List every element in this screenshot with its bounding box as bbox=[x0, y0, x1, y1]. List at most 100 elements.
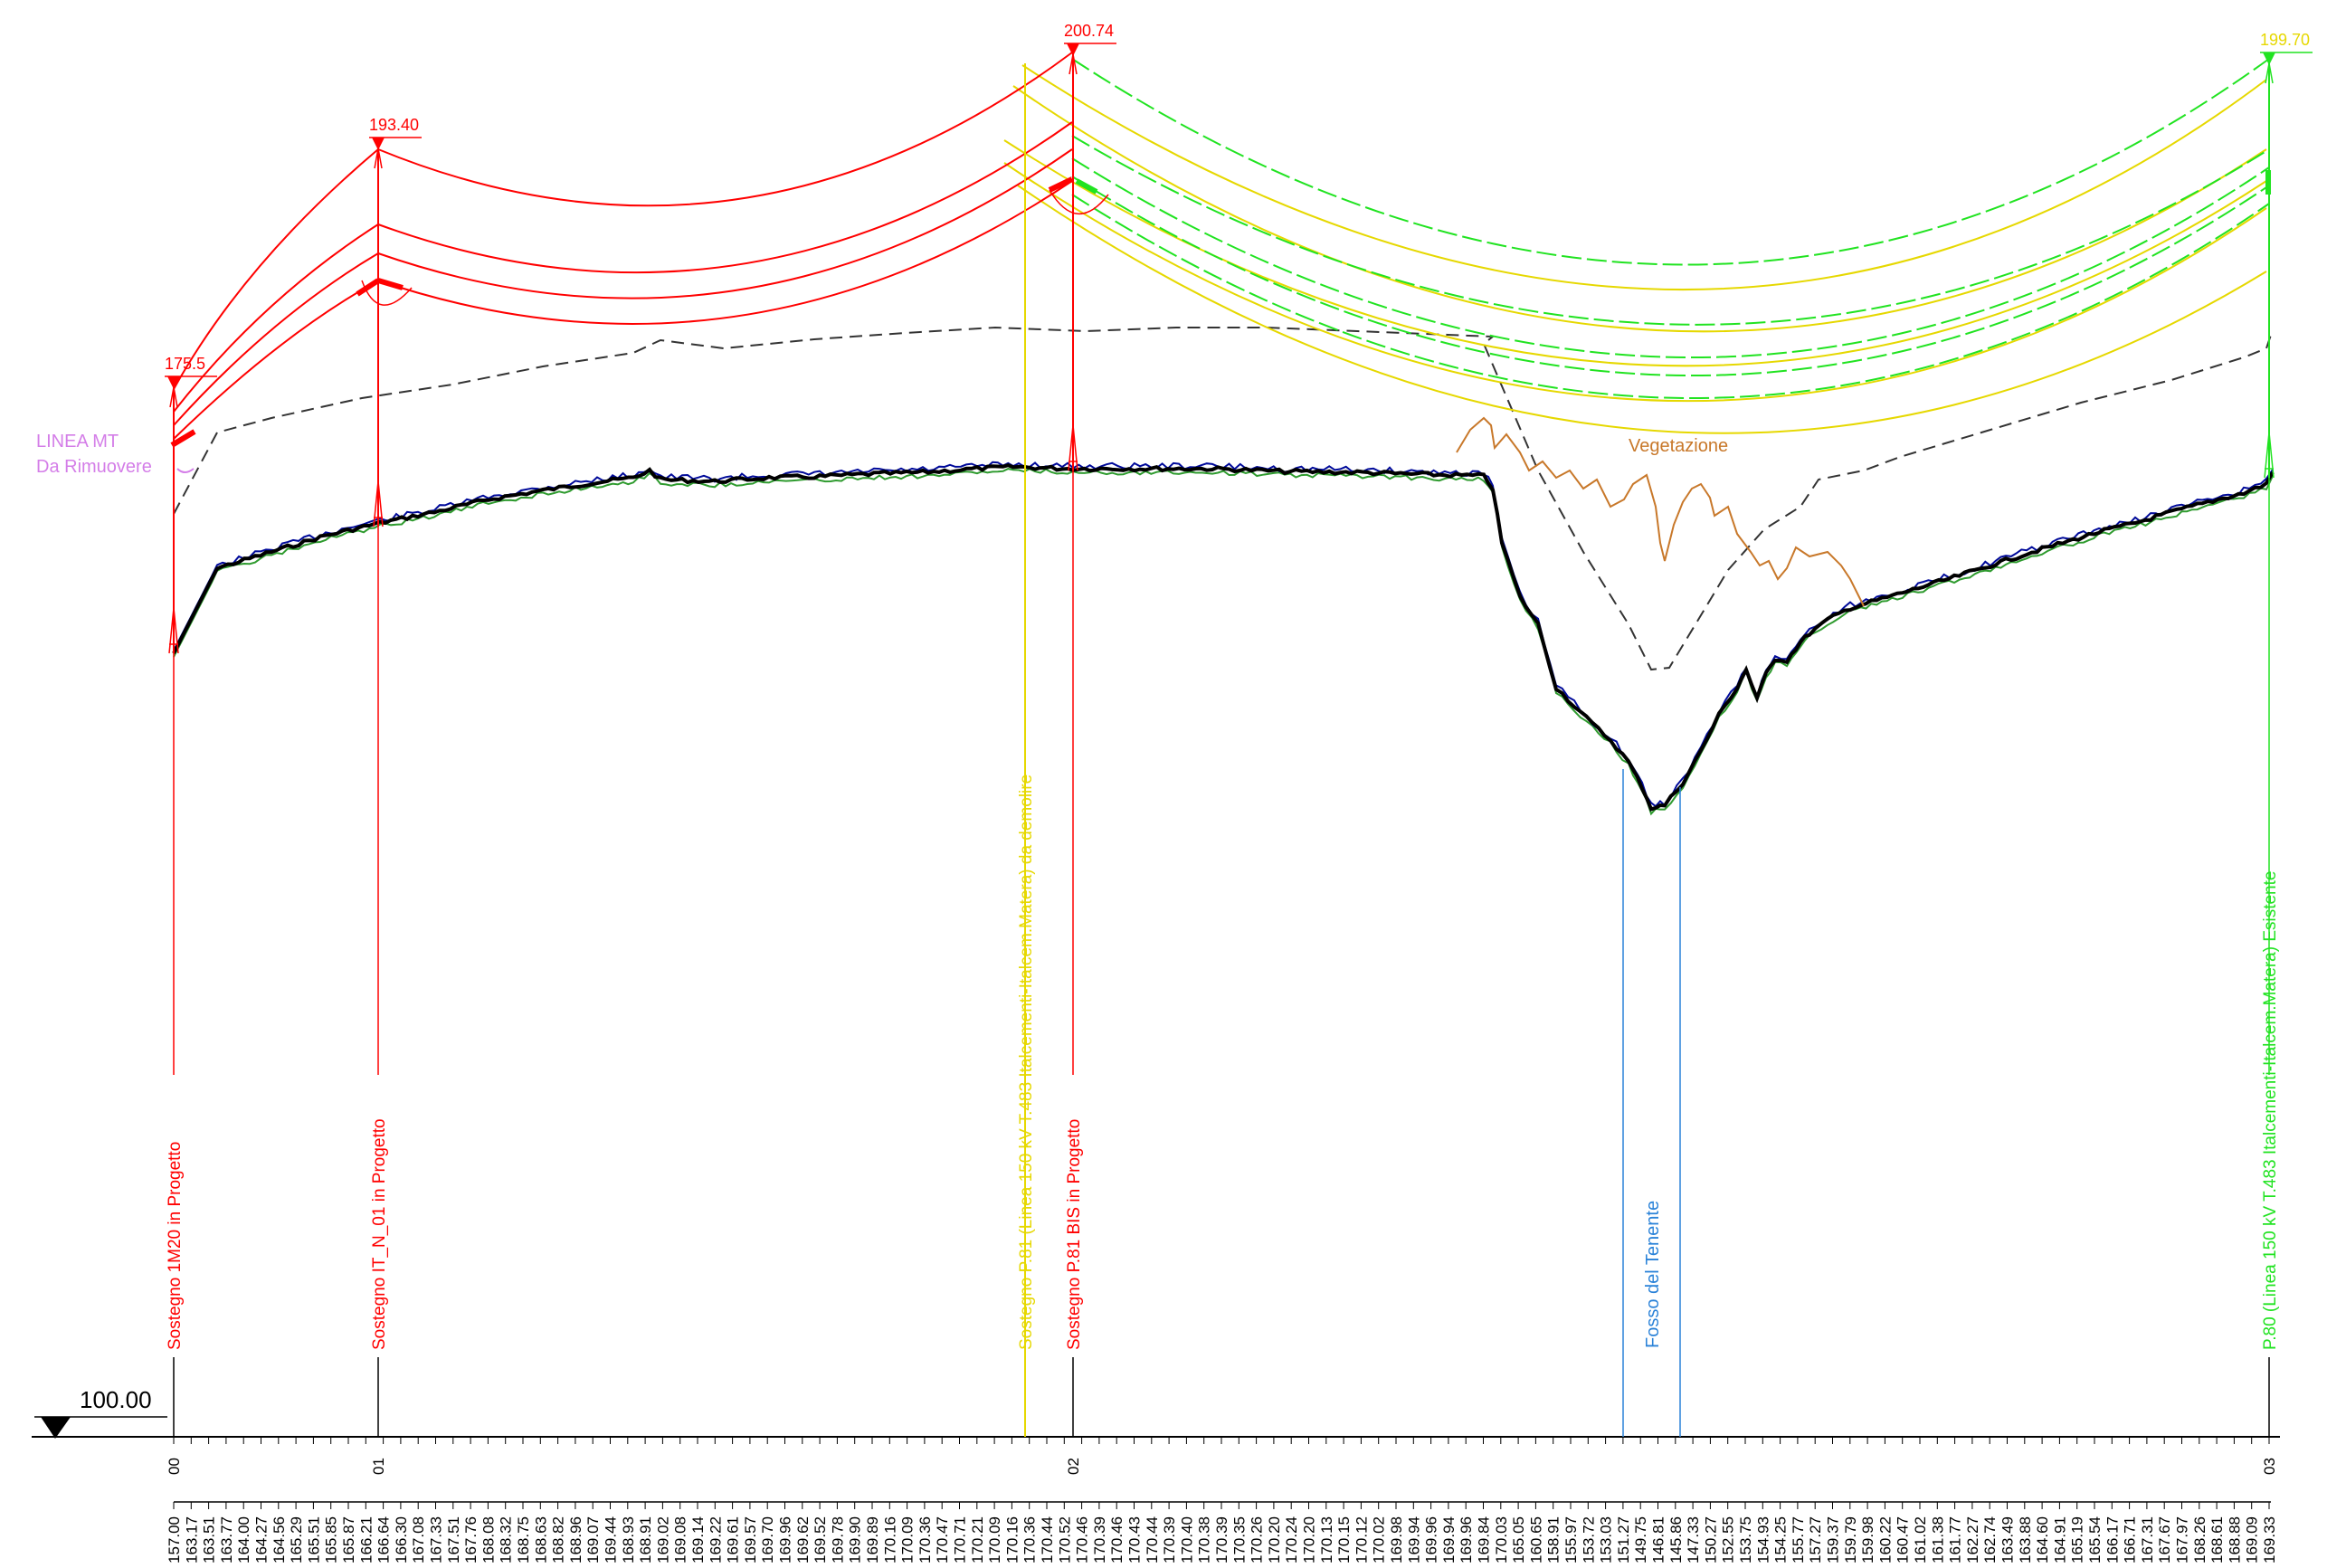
elevation-label: 164.27 bbox=[253, 1516, 271, 1563]
elevation-label: 166.17 bbox=[2104, 1516, 2121, 1563]
triangle-down-icon bbox=[41, 1417, 71, 1439]
elevation-label: 168.96 bbox=[567, 1516, 584, 1563]
tower-id-label: 01 bbox=[370, 1458, 387, 1475]
linea-mt-sublabel: Da Rimuovere bbox=[36, 457, 152, 477]
red-conductors bbox=[173, 52, 1073, 440]
elevation-label: 170.15 bbox=[1335, 1516, 1353, 1563]
elevation-label: 169.78 bbox=[829, 1516, 846, 1563]
elevation-label: 170.16 bbox=[881, 1516, 898, 1563]
elevation-label: 162.74 bbox=[1981, 1516, 1999, 1563]
elevation-label: 169.96 bbox=[1423, 1516, 1440, 1563]
tower-height-label: 200.74 bbox=[1064, 22, 1114, 40]
tower-legs bbox=[2264, 432, 2275, 479]
elevation-label: 170.36 bbox=[1021, 1516, 1039, 1563]
elevation-label: 170.39 bbox=[1213, 1516, 1230, 1563]
elevation-label: 169.52 bbox=[812, 1516, 829, 1563]
elevation-label: 163.17 bbox=[183, 1516, 200, 1563]
elevation-label: 161.38 bbox=[1929, 1516, 1946, 1563]
elevation-axis: 157.00 163.17 163.51 163.77 164.00 164.27 164.… bbox=[166, 1437, 2278, 1563]
green-conductors bbox=[1071, 58, 2270, 399]
elevation-label: 170.44 bbox=[1039, 1516, 1056, 1563]
elevation-label: 170.52 bbox=[1056, 1516, 1073, 1563]
tower-name-label: Sostegno P.81 BIS in Progetto bbox=[1065, 1119, 1084, 1350]
elevation-label: 169.94 bbox=[1440, 1516, 1458, 1563]
tower-height-label: 199.70 bbox=[2260, 31, 2310, 49]
triangle-down-icon bbox=[1067, 43, 1079, 56]
elevation-label: 157.00 bbox=[166, 1516, 183, 1563]
elevation-label: 155.97 bbox=[1562, 1516, 1580, 1563]
elevation-label: 170.09 bbox=[986, 1516, 1003, 1563]
elevation-label: 147.33 bbox=[1685, 1516, 1702, 1563]
linea-mt-mark bbox=[176, 468, 195, 473]
elevation-label: 169.07 bbox=[584, 1516, 602, 1563]
elevation-label: 168.63 bbox=[532, 1516, 549, 1563]
elevation-label: 150.27 bbox=[1702, 1516, 1719, 1563]
elevation-label: 168.91 bbox=[637, 1516, 654, 1563]
elevation-label: 161.77 bbox=[1947, 1516, 1964, 1563]
tower-legs bbox=[1068, 424, 1078, 471]
elevation-label: 169.09 bbox=[2244, 1516, 2261, 1563]
elevation-label: 160.65 bbox=[1527, 1516, 1544, 1563]
elevation-label: 170.35 bbox=[1230, 1516, 1248, 1563]
elevation-label: 169.57 bbox=[742, 1516, 759, 1563]
elevation-label: 170.39 bbox=[1091, 1516, 1108, 1563]
red-insulator-marks bbox=[170, 176, 1074, 448]
demolish-tower: Sostegno P.81 (Linea 150 kV T.483 Italce… bbox=[1017, 63, 1036, 1437]
elevation-label: 168.61 bbox=[2208, 1516, 2226, 1563]
towers: 175.5 Sostegno 1M20 in Progetto 00 193.40 So… bbox=[165, 22, 2313, 1475]
elevation-label: 169.96 bbox=[1458, 1516, 1475, 1563]
elevation-label: 155.77 bbox=[1790, 1516, 1807, 1563]
tower-id-label: 03 bbox=[2261, 1458, 2278, 1475]
elevation-label: 167.97 bbox=[2174, 1516, 2191, 1563]
elevation-label: 167.33 bbox=[428, 1516, 445, 1563]
elevation-label: 163.51 bbox=[201, 1516, 218, 1563]
elevation-label: 167.67 bbox=[2156, 1516, 2173, 1563]
tower-height-label: 193.40 bbox=[369, 116, 419, 134]
linea-mt: LINEA MT Da Rimuovere bbox=[36, 432, 195, 477]
triangle-down-icon bbox=[167, 376, 180, 389]
elevation-label: 170.44 bbox=[1144, 1516, 1161, 1563]
elevation-label: 170.36 bbox=[917, 1516, 934, 1563]
yellow-conductors bbox=[1003, 64, 2267, 434]
elevation-label: 170.16 bbox=[1003, 1516, 1021, 1563]
tower-name-label: Sostegno IT_N_01 in Progetto bbox=[370, 1118, 389, 1350]
tower-00: 175.5 Sostegno 1M20 in Progetto 00 bbox=[165, 355, 217, 1475]
elevation-label: 165.05 bbox=[1510, 1516, 1527, 1563]
watercourse: Fosso del Tenente bbox=[1622, 769, 1681, 1437]
elevation-label: 166.21 bbox=[357, 1516, 375, 1563]
elevation-label: 157.27 bbox=[1807, 1516, 1824, 1563]
elevation-label: 170.12 bbox=[1353, 1516, 1370, 1563]
demolish-tower-label: Sostegno P.81 (Linea 150 kV T.483 Italce… bbox=[1017, 774, 1036, 1350]
elevation-label: 161.02 bbox=[1912, 1516, 1929, 1563]
elevation-label: 164.56 bbox=[271, 1516, 288, 1563]
elevation-label: 151.27 bbox=[1615, 1516, 1632, 1563]
elevation-label: 169.96 bbox=[777, 1516, 794, 1563]
elevation-label: 170.43 bbox=[1126, 1516, 1144, 1563]
elevation-label: 164.60 bbox=[2034, 1516, 2051, 1563]
elevation-label: 170.46 bbox=[1108, 1516, 1126, 1563]
triangle-down-icon bbox=[372, 138, 385, 150]
elevation-label: 170.26 bbox=[1249, 1516, 1266, 1563]
elevation-label: 170.38 bbox=[1196, 1516, 1213, 1563]
elevation-label: 165.51 bbox=[305, 1516, 322, 1563]
elevation-label: 169.22 bbox=[707, 1516, 724, 1563]
elevation-label: 170.13 bbox=[1318, 1516, 1335, 1563]
elevation-label: 169.33 bbox=[2261, 1516, 2278, 1563]
elevation-label: 169.61 bbox=[725, 1516, 742, 1563]
elevation-label: 168.93 bbox=[620, 1516, 637, 1563]
elevation-label: 170.24 bbox=[1283, 1516, 1300, 1563]
elevation-label: 163.77 bbox=[218, 1516, 235, 1563]
tower-03: 199.70 P.80 (Linea 150 kV T.483 Italcemen… bbox=[2260, 31, 2313, 1475]
elevation-label: 165.54 bbox=[2086, 1516, 2104, 1563]
elevation-label: 170.09 bbox=[899, 1516, 917, 1563]
tower-legs bbox=[373, 480, 384, 527]
vegetation-label: Vegetazione bbox=[1629, 436, 1728, 456]
elevation-label: 169.02 bbox=[654, 1516, 671, 1563]
elevation-label: 168.32 bbox=[498, 1516, 515, 1563]
elevation-label: 170.21 bbox=[969, 1516, 986, 1563]
elevation-label: 169.94 bbox=[1405, 1516, 1422, 1563]
elevation-label: 169.98 bbox=[1388, 1516, 1405, 1563]
elevation-label: 169.08 bbox=[672, 1516, 689, 1563]
ground-line-survey-blue bbox=[173, 461, 2274, 808]
